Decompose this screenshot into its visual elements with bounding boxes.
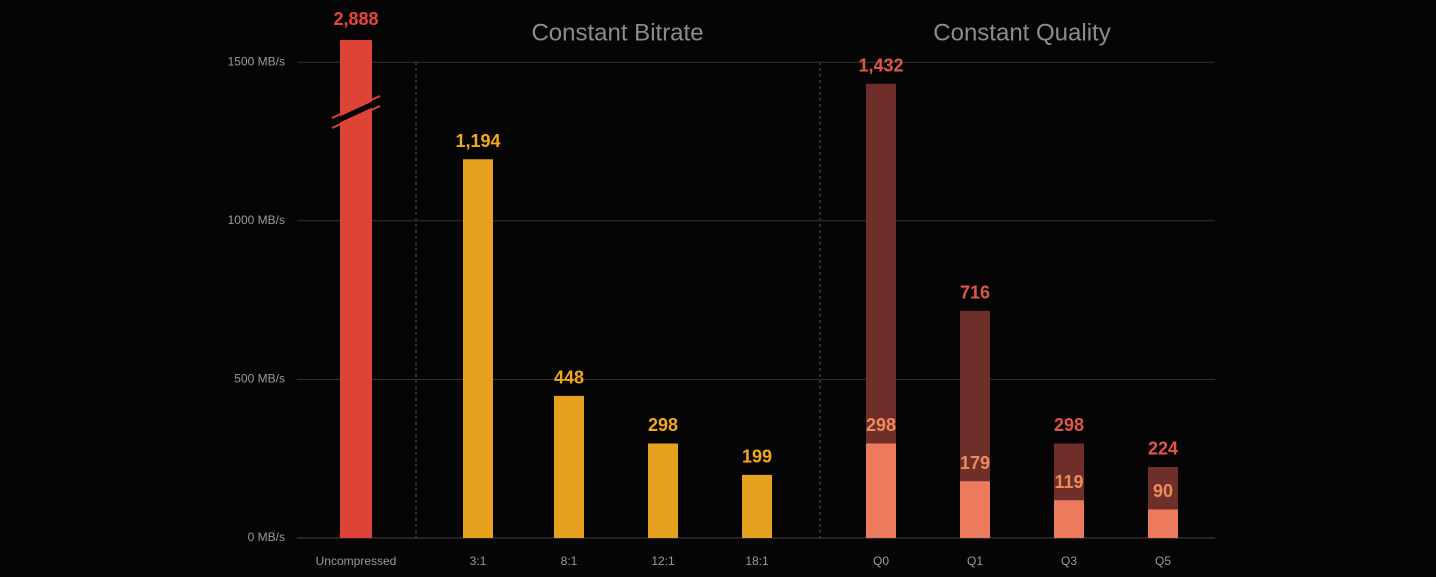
value-label: 298 [866, 415, 896, 435]
x-tick-label: Q1 [967, 554, 983, 568]
value-label: 1,194 [455, 131, 500, 151]
x-tick-label: Q5 [1155, 554, 1171, 568]
y-tick-label: 1000 MB/s [228, 213, 285, 227]
bar [1054, 500, 1084, 538]
group-title: Constant Quality [933, 19, 1110, 46]
group-title: Constant Bitrate [531, 19, 703, 46]
break-line [331, 95, 381, 119]
break-line [331, 105, 381, 129]
bar [1148, 509, 1178, 538]
bar [648, 443, 678, 538]
value-label: 298 [648, 415, 678, 435]
x-tick-label: Uncompressed [316, 554, 397, 568]
x-tick-label: 3:1 [470, 554, 487, 568]
y-tick-label: 1500 MB/s [228, 54, 285, 68]
x-tick-label: Q0 [873, 554, 889, 568]
value-label: 298 [1054, 415, 1084, 435]
break-gap [332, 98, 380, 126]
value-label: 716 [960, 283, 990, 303]
bar [340, 40, 372, 538]
value-label: 179 [960, 453, 990, 473]
y-tick-label: 500 MB/s [234, 372, 285, 386]
value-label: 119 [1054, 472, 1083, 492]
bar [960, 481, 990, 538]
x-tick-label: Q3 [1061, 554, 1077, 568]
value-label: 199 [742, 447, 772, 467]
value-label: 2,888 [333, 9, 378, 29]
x-tick-label: 18:1 [745, 554, 769, 568]
bar [554, 395, 584, 538]
bar [742, 474, 772, 538]
value-label: 1,432 [858, 56, 903, 76]
bar [866, 443, 896, 538]
value-label: 448 [554, 368, 584, 388]
x-tick-label: 8:1 [561, 554, 578, 568]
value-label: 90 [1153, 481, 1173, 501]
value-label: 224 [1148, 439, 1178, 459]
bar [463, 159, 493, 538]
y-tick-label: 0 MB/s [248, 530, 285, 544]
x-tick-label: 12:1 [651, 554, 675, 568]
